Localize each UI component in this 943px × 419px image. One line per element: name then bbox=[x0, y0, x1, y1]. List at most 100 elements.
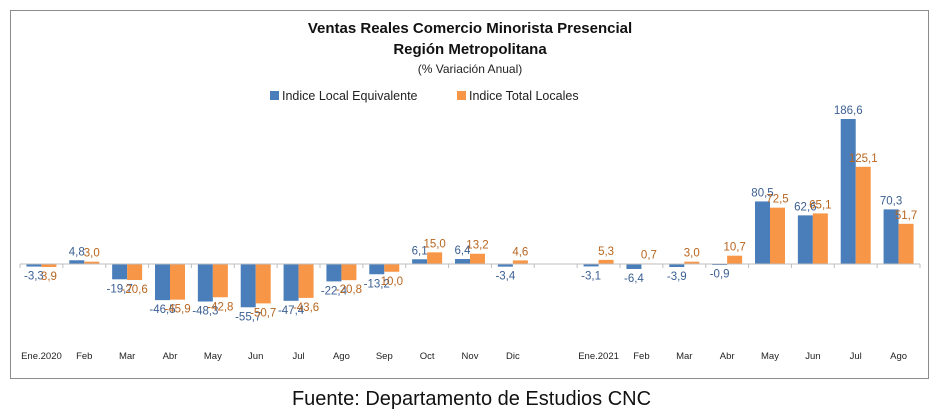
data-label-local-equivalente-18: 62,6 bbox=[794, 201, 816, 213]
data-label-local-equivalente-4: -48,3 bbox=[192, 306, 218, 318]
bar-total-locales-11 bbox=[512, 260, 528, 264]
data-label-total-locales-6: -43,6 bbox=[293, 302, 319, 314]
data-label-local-equivalente-15: -3,9 bbox=[667, 271, 687, 283]
bar-total-locales-9 bbox=[427, 252, 443, 264]
chart-title: Ventas Reales Comercio Minorista Presenc… bbox=[308, 20, 632, 37]
data-label-local-equivalente-7: -22,4 bbox=[321, 285, 348, 297]
bar-total-locales-7 bbox=[341, 264, 357, 281]
x-tick-label-oct: Oct bbox=[420, 351, 435, 362]
bar-local-equivalente-20 bbox=[883, 209, 899, 264]
x-tick-label-ago: Ago bbox=[890, 351, 907, 362]
x-tick-label-jul: Jul bbox=[850, 351, 862, 362]
data-label-local-equivalente-14: -6,4 bbox=[624, 273, 644, 285]
bar-total-locales-4 bbox=[212, 264, 228, 298]
bar-total-locales-10 bbox=[470, 253, 485, 264]
bar-local-equivalente-2 bbox=[112, 264, 128, 280]
data-label-local-equivalente-16: -0,9 bbox=[710, 269, 730, 281]
x-tick-label-jun: Jun bbox=[248, 351, 263, 362]
data-label-total-locales-10: 13,2 bbox=[466, 240, 488, 252]
x-tick-label-jun: Jun bbox=[805, 351, 820, 362]
data-label-total-locales-17: 72,5 bbox=[766, 194, 788, 206]
data-labels-layer: -3,33,94,8 3,0-19,7-20,6-46,5-45,9 -48,3-4… bbox=[24, 105, 917, 323]
x-tick-label-mar: Mar bbox=[676, 351, 692, 362]
data-label-local-equivalente-2: -19,7 bbox=[107, 283, 133, 295]
bar-total-locales-19 bbox=[855, 166, 871, 264]
x-tick-label-nov: Nov bbox=[462, 351, 479, 362]
data-label-total-locales-14: 0,7 bbox=[641, 249, 657, 261]
data-label-total-locales-3: -45,9 bbox=[164, 304, 190, 316]
bar-total-locales-8 bbox=[384, 264, 400, 272]
x-tick-label-may: May bbox=[204, 351, 222, 362]
data-label-total-locales-8: 10,0 bbox=[381, 276, 403, 288]
bar-local-equivalente-14 bbox=[626, 264, 642, 269]
x-tick-label-jul: Jul bbox=[292, 351, 304, 362]
bar-local-equivalente-11 bbox=[497, 264, 513, 267]
chart-frame bbox=[10, 10, 929, 379]
data-label-local-equivalente-17: 80,5 bbox=[751, 187, 773, 199]
bar-local-equivalente-19 bbox=[840, 119, 856, 264]
x-tick-label-abr: Abr bbox=[163, 351, 178, 362]
data-label-total-locales-2: -20,6 bbox=[122, 284, 148, 296]
bar-local-equivalente-5 bbox=[240, 264, 256, 308]
data-label-total-locales-9: 15,0 bbox=[423, 238, 445, 250]
legend: Indice Local Equivalente Indice Total Lo… bbox=[270, 89, 579, 103]
bar-local-equivalente-4 bbox=[197, 264, 213, 302]
data-label-total-locales-18: 65,1 bbox=[809, 199, 831, 211]
bar-local-equivalente-10 bbox=[455, 259, 470, 264]
data-label-local-equivalente-3: -46,5 bbox=[149, 304, 175, 316]
bar-local-equivalente-9 bbox=[412, 259, 428, 264]
data-label-total-locales-15: 3,0 bbox=[684, 248, 700, 260]
bar-local-equivalente-6 bbox=[283, 264, 299, 301]
bar-total-locales-20 bbox=[898, 223, 914, 264]
data-label-local-equivalente-9: 6,1 bbox=[412, 245, 428, 257]
bar-local-equivalente-7 bbox=[326, 264, 342, 282]
data-label-total-locales-16: 10,7 bbox=[723, 242, 745, 254]
x-tick-label-ago: Ago bbox=[333, 351, 350, 362]
data-label-local-equivalente-0: -3,3 bbox=[24, 271, 44, 283]
bar-total-locales-3 bbox=[170, 264, 185, 300]
bar-total-locales-15 bbox=[684, 261, 700, 264]
data-label-total-locales-1: 3,0 bbox=[84, 248, 100, 260]
data-label-total-locales-19: 125,1 bbox=[849, 153, 878, 165]
bar-local-equivalente-17 bbox=[755, 201, 770, 264]
x-tick-label-abr: Abr bbox=[720, 351, 735, 362]
x-tick-label-dic: Dic bbox=[506, 351, 520, 362]
data-label-total-locales-13: 5,3 bbox=[598, 246, 614, 258]
data-label-local-equivalente-11: -3,4 bbox=[495, 271, 515, 283]
tick-labels-layer: Ene.2020 Feb Mar Abr May Jun Jul Ago Sep Oct Nov Di… bbox=[21, 351, 907, 362]
legend-swatch-local-equivalente bbox=[270, 91, 279, 100]
bar-total-locales-18 bbox=[812, 213, 828, 264]
bar-total-locales-16 bbox=[727, 255, 743, 264]
bars-layer bbox=[26, 119, 914, 308]
data-label-total-locales-20: 51,7 bbox=[895, 210, 917, 222]
data-label-local-equivalente-13: -3,1 bbox=[581, 270, 601, 282]
bar-total-locales-1 bbox=[84, 261, 100, 264]
bar-local-equivalente-15 bbox=[669, 264, 685, 268]
data-label-local-equivalente-1: 4,8 bbox=[69, 246, 85, 258]
bar-local-equivalente-0 bbox=[26, 264, 42, 267]
bar-local-equivalente-13 bbox=[583, 264, 599, 267]
data-label-local-equivalente-19: 186,6 bbox=[834, 105, 863, 117]
data-label-local-equivalente-10: 6,4 bbox=[455, 245, 472, 257]
bar-total-locales-2 bbox=[127, 264, 143, 281]
x-tick-label-mar: Mar bbox=[119, 351, 135, 362]
bar-local-equivalente-8 bbox=[369, 264, 385, 275]
x-tick-label-sep: Sep bbox=[376, 351, 393, 362]
chart-title-line2: Región Metropolitana bbox=[393, 41, 547, 58]
data-label-total-locales-4: -42,8 bbox=[207, 301, 233, 313]
bar-total-locales-6 bbox=[298, 264, 314, 298]
data-label-local-equivalente-6: -47,4 bbox=[278, 305, 305, 317]
bar-total-locales-5 bbox=[255, 264, 271, 304]
data-label-total-locales-5: -50,7 bbox=[250, 307, 276, 319]
x-tick-label-ene-2021: Ene.2021 bbox=[578, 351, 619, 362]
data-label-total-locales-7: -20,8 bbox=[336, 284, 362, 296]
data-label-total-locales-11: 4,6 bbox=[512, 246, 528, 258]
x-tick-label-feb: Feb bbox=[76, 351, 92, 362]
x-tick-label-ene-2020: Ene.2020 bbox=[21, 351, 62, 362]
chart-subtitle: (% Variación Anual) bbox=[418, 62, 523, 76]
bar-local-equivalente-1 bbox=[69, 260, 85, 264]
data-label-total-locales-0: 3,9 bbox=[41, 271, 57, 283]
bar-total-locales-0 bbox=[41, 264, 57, 268]
legend-label-total-locales: Indice Total Locales bbox=[469, 89, 579, 103]
